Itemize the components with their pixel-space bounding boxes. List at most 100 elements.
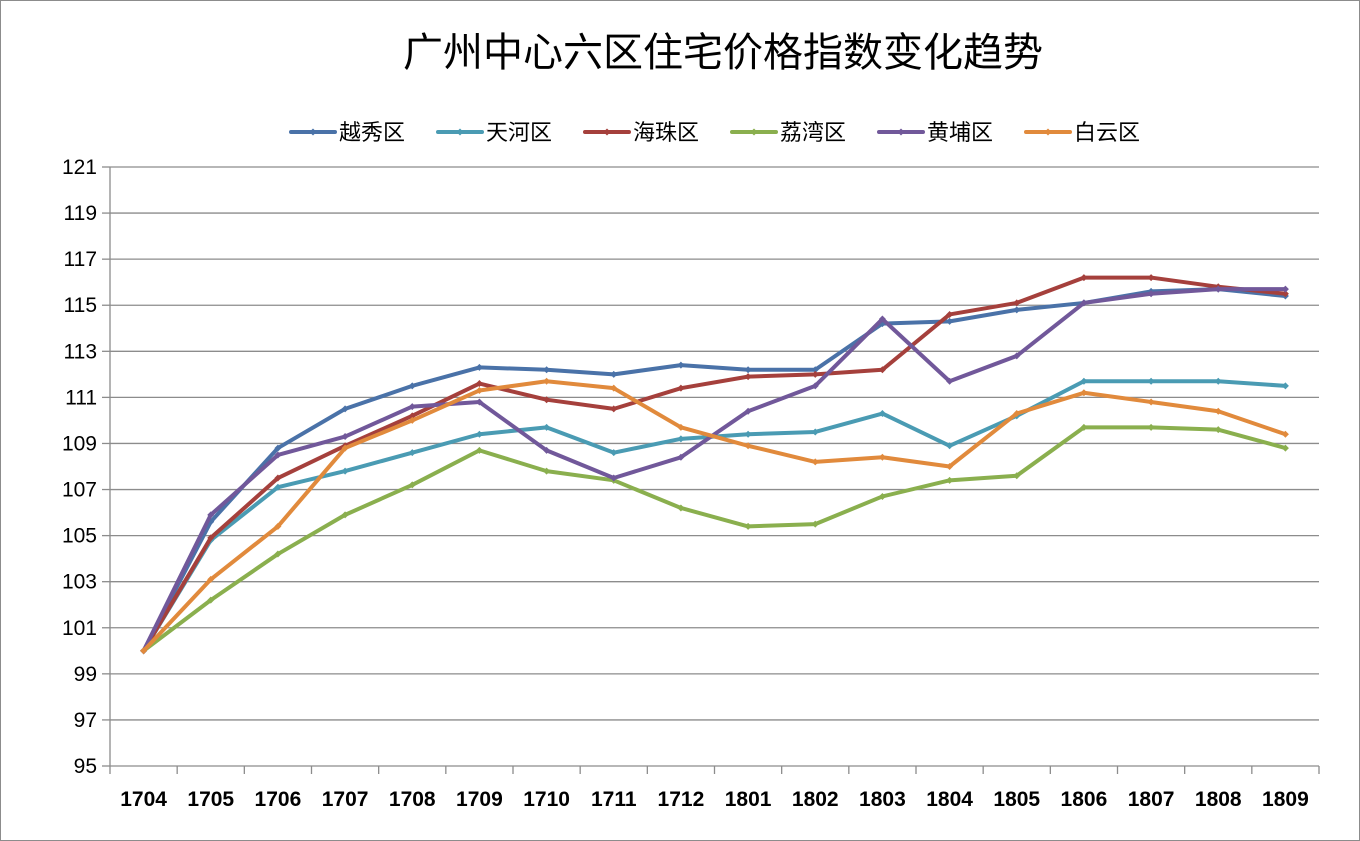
y-tick-label: 99 xyxy=(74,663,97,686)
y-tick-label: 117 xyxy=(64,248,97,271)
data-point xyxy=(207,511,215,519)
data-point xyxy=(274,550,282,558)
data-point xyxy=(341,433,349,441)
data-point xyxy=(408,449,416,457)
data-point xyxy=(408,403,416,411)
series-line xyxy=(141,287,1288,653)
series-line xyxy=(141,275,1288,653)
data-point xyxy=(677,361,685,369)
data-point xyxy=(1013,306,1021,314)
x-axis-ticks: 1704 1705 1706 1707 1708 1709 1710 1711 1712 1801… xyxy=(120,788,1309,811)
data-point xyxy=(475,363,483,371)
data-point xyxy=(744,430,752,438)
data-point xyxy=(811,370,819,378)
x-tick-label: 1805 xyxy=(993,788,1040,811)
data-point xyxy=(1147,423,1155,431)
x-tick-label: 1808 xyxy=(1195,788,1242,811)
legend-item-2: 天河区 xyxy=(436,121,552,146)
x-tick-label: 1809 xyxy=(1262,788,1309,811)
data-point xyxy=(475,386,483,394)
data-point xyxy=(408,416,416,424)
x-tick-label: 1707 xyxy=(322,788,369,811)
legend-item-5: 黄埔区 xyxy=(877,121,993,146)
series-line xyxy=(141,379,1288,653)
axes xyxy=(102,166,1320,774)
legend-label: 黄埔区 xyxy=(927,121,993,146)
legend-label: 白云区 xyxy=(1074,121,1140,146)
y-tick-label: 101 xyxy=(62,617,97,640)
data-point xyxy=(274,451,282,459)
data-point xyxy=(1080,377,1088,385)
y-tick-label: 103 xyxy=(62,571,97,594)
y-tick-label: 97 xyxy=(74,709,97,732)
series-4 xyxy=(140,423,1289,655)
data-point xyxy=(677,504,685,512)
series-line xyxy=(141,287,1288,653)
legend-marker xyxy=(456,128,464,136)
data-point xyxy=(1214,285,1222,293)
y-axis-ticks: 95 97 99 101 103 105 107 109 111 113 115 117 119 121 xyxy=(62,156,97,778)
data-point xyxy=(207,534,215,542)
y-tick-label: 111 xyxy=(65,386,97,409)
y-tick-label: 121 xyxy=(62,156,97,179)
data-point xyxy=(475,380,483,388)
data-point xyxy=(1214,407,1222,415)
data-point xyxy=(677,423,685,431)
y-tick-label: 119 xyxy=(64,202,97,225)
data-point xyxy=(610,384,618,392)
data-point xyxy=(744,373,752,381)
series-group xyxy=(140,274,1289,655)
data-point xyxy=(475,446,483,454)
data-point xyxy=(543,366,551,374)
x-tick-label: 1802 xyxy=(792,788,839,811)
legend-marker xyxy=(750,128,758,136)
data-point xyxy=(1080,274,1088,282)
data-point xyxy=(408,382,416,390)
gridlines xyxy=(110,166,1319,721)
series-5 xyxy=(140,285,1289,655)
legend-marker xyxy=(897,128,905,136)
data-point xyxy=(1147,290,1155,298)
data-point xyxy=(744,407,752,415)
legend-item-6: 白云区 xyxy=(1024,121,1140,146)
data-point xyxy=(744,442,752,450)
series-line xyxy=(141,425,1288,653)
data-point xyxy=(475,430,483,438)
data-point xyxy=(1013,299,1021,307)
data-point xyxy=(341,467,349,475)
data-point xyxy=(475,398,483,406)
data-point xyxy=(946,310,954,318)
data-point xyxy=(811,520,819,528)
data-point xyxy=(274,522,282,530)
data-point xyxy=(543,423,551,431)
y-tick-label: 95 xyxy=(74,755,97,778)
data-point xyxy=(1147,274,1155,282)
x-tick-label: 1803 xyxy=(859,788,906,811)
data-point xyxy=(1281,444,1289,452)
legend-item-1: 越秀区 xyxy=(289,121,405,146)
data-point xyxy=(341,511,349,519)
x-tick-label: 1801 xyxy=(725,788,772,811)
data-point xyxy=(1281,285,1289,293)
data-point xyxy=(1147,377,1155,385)
data-point xyxy=(610,449,618,457)
data-point xyxy=(274,483,282,491)
data-point xyxy=(140,647,148,655)
data-point xyxy=(878,410,886,418)
y-tick-label: 109 xyxy=(62,432,97,455)
legend-item-3: 海珠区 xyxy=(583,121,699,146)
chart-title: 广州中心六区住宅价格指数变化趋势 xyxy=(403,30,1043,76)
y-tick-label: 113 xyxy=(64,340,97,363)
data-point xyxy=(341,405,349,413)
data-point xyxy=(274,444,282,452)
x-tick-label: 1712 xyxy=(658,788,705,811)
data-point xyxy=(946,377,954,385)
data-point xyxy=(811,382,819,390)
data-point xyxy=(610,370,618,378)
data-point xyxy=(543,377,551,385)
x-tick-label: 1706 xyxy=(255,788,302,811)
series-3 xyxy=(140,274,1289,655)
data-point xyxy=(1080,423,1088,431)
